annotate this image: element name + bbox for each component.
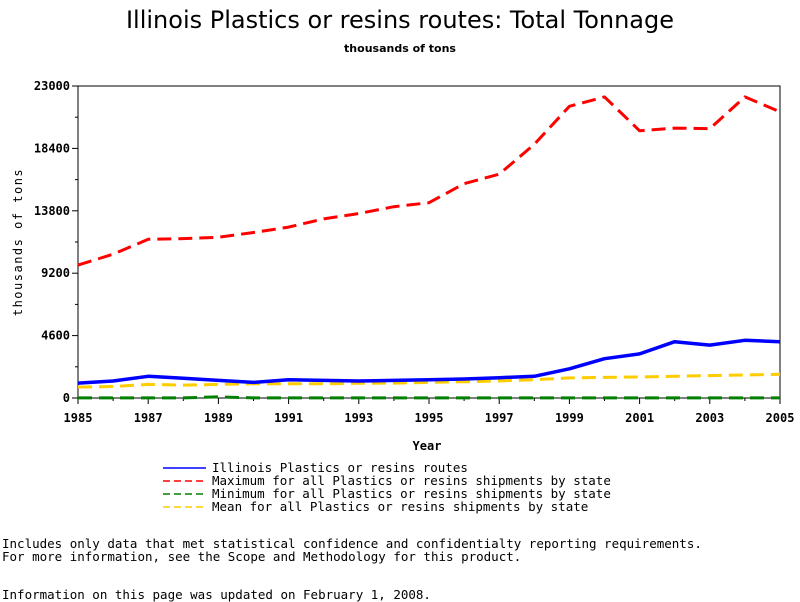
footnote-updated: Information on this page was updated on … xyxy=(2,587,431,602)
chart-subtitle: thousands of tons xyxy=(344,42,456,55)
chart-axes: 0 4600 9200 13800 18400 23000 1985 1987 1989 1991… xyxy=(11,79,794,453)
series-line-2 xyxy=(78,395,780,400)
x-tick-label: 1995 xyxy=(415,411,444,425)
x-tick-label: 1989 xyxy=(204,411,233,425)
legend-label-3: Mean for all Plastics or resins shipment… xyxy=(212,499,588,514)
x-tick-label: 1985 xyxy=(64,411,93,425)
chart-title: Illinois Plastics or resins routes: Tota… xyxy=(125,6,675,34)
series-line-3 xyxy=(77,372,781,389)
series-line-1 xyxy=(77,95,781,267)
x-axis-label: Year xyxy=(413,439,442,453)
x-tick-label: 2001 xyxy=(625,411,654,425)
x-tick-label: 1999 xyxy=(555,411,584,425)
legend-label-0: Illinois Plastics or resins routes xyxy=(212,460,468,475)
y-tick-label: 18400 xyxy=(34,141,70,155)
x-tick-label: 1987 xyxy=(134,411,163,425)
y-tick-label: 13800 xyxy=(34,204,70,218)
x-tick-label: 1991 xyxy=(274,411,303,425)
y-tick-label: 9200 xyxy=(41,266,70,280)
legend-label-2: Minimum for all Plastics or resins shipm… xyxy=(212,486,611,501)
x-tick-label: 1993 xyxy=(344,411,373,425)
y-tick-label: 0 xyxy=(63,391,70,405)
y-tick-label: 23000 xyxy=(34,79,70,93)
x-tick-label: 2005 xyxy=(766,411,795,425)
chart-legend: Illinois Plastics or resins routesMaximu… xyxy=(163,460,611,514)
series-line-0 xyxy=(77,338,781,385)
footnote-confidentiality: Includes only data that met statistical … xyxy=(2,536,702,551)
x-tick-label: 2003 xyxy=(695,411,724,425)
chart-series xyxy=(77,95,781,400)
x-tick-label: 1997 xyxy=(485,411,514,425)
legend-label-1: Maximum for all Plastics or resins shipm… xyxy=(212,473,611,488)
plot-frame xyxy=(77,85,781,399)
y-axis-label: thousands of tons xyxy=(11,168,25,316)
y-tick-label: 4600 xyxy=(41,329,70,343)
footnote-methodology: For more information, see the Scope and … xyxy=(2,549,522,564)
